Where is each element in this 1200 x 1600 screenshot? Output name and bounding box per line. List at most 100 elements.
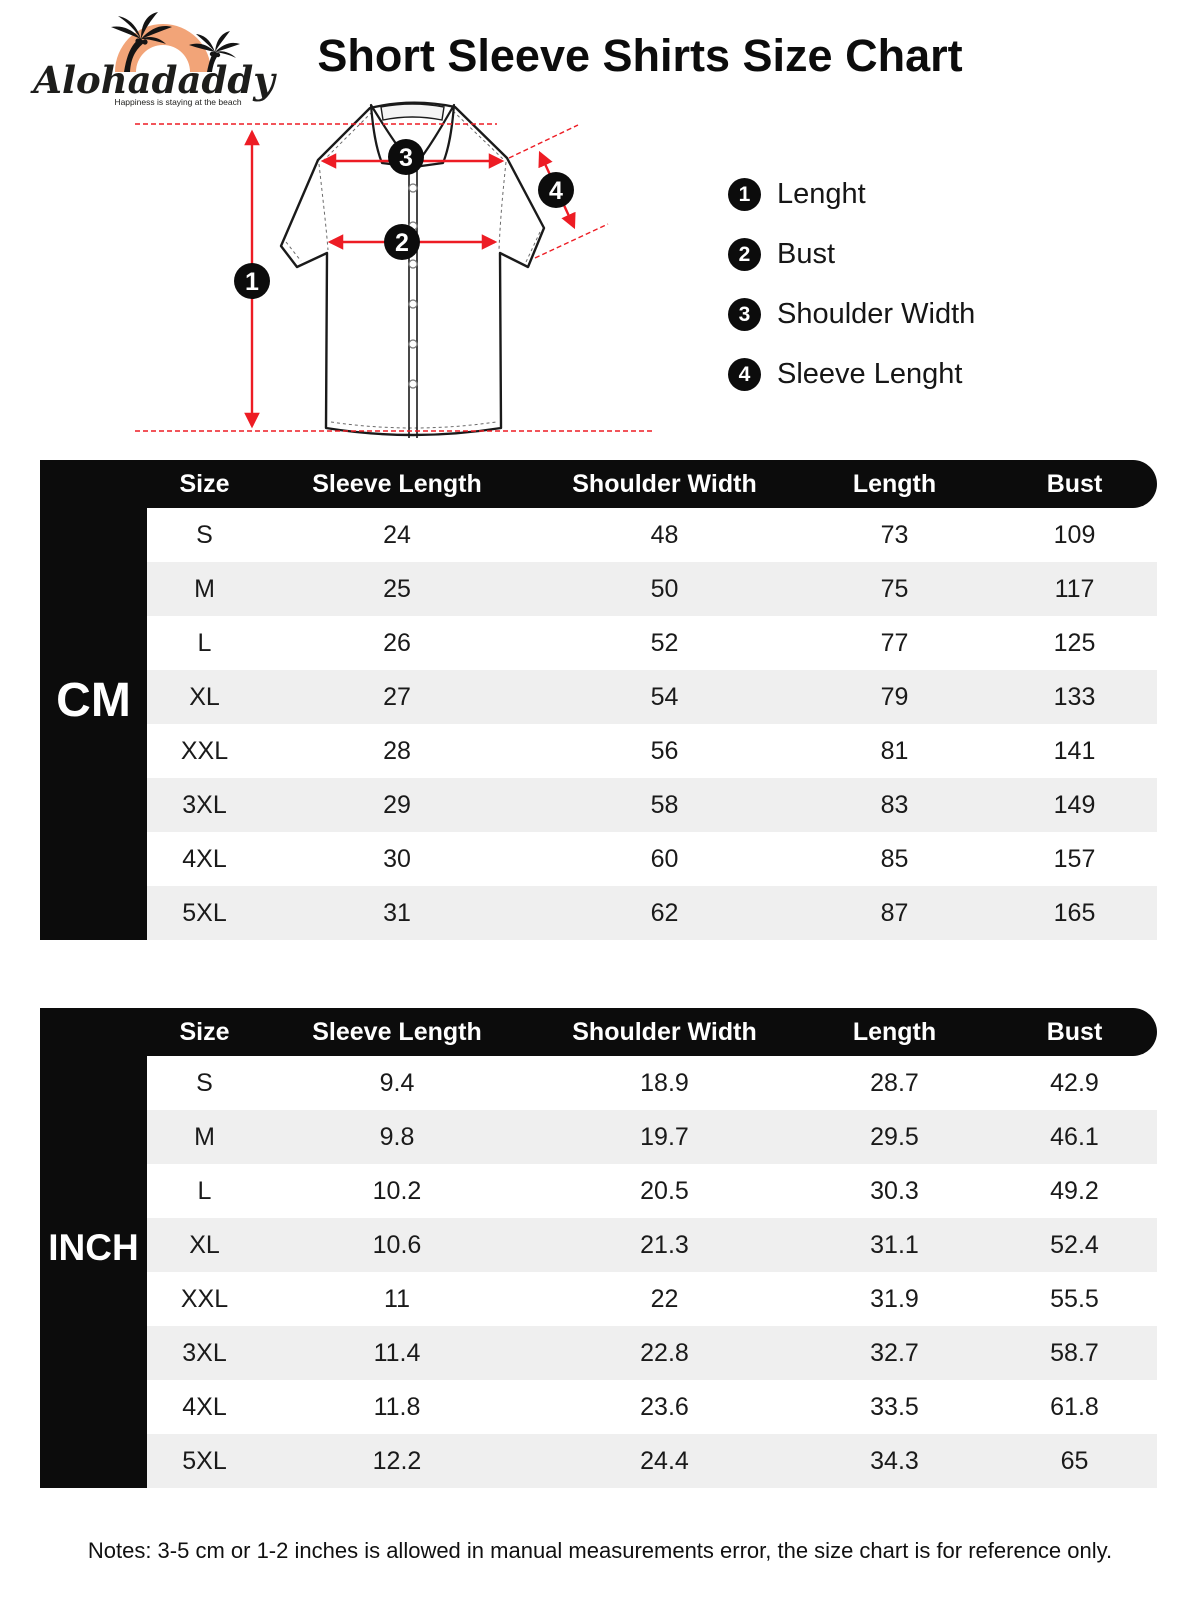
table-row: XL 10.6 21.3 31.1 52.4	[147, 1218, 1157, 1272]
legend-item-bust: 2 Bust	[728, 238, 975, 271]
legend-item-shoulder-width: 3 Shoulder Width	[728, 298, 975, 331]
table-row: 3XL 29 58 83 149	[147, 778, 1157, 832]
table-row: M 25 50 75 117	[147, 562, 1157, 616]
legend-label: Sleeve Lenght	[777, 358, 963, 390]
table-row: XL 27 54 79 133	[147, 670, 1157, 724]
table-row: 3XL 11.4 22.8 32.7 58.7	[147, 1326, 1157, 1380]
cell-length: 31.9	[870, 1284, 919, 1313]
cell-length: 87	[880, 898, 909, 927]
cell-length: 81	[880, 736, 909, 765]
cell-shoulder: 22	[650, 1284, 679, 1313]
cell-bust: 52.4	[1050, 1230, 1099, 1259]
cell-size: XXL	[180, 1284, 229, 1313]
table-row: 4XL 11.8 23.6 33.5 61.8	[147, 1380, 1157, 1434]
cell-shoulder: 18.9	[640, 1068, 689, 1097]
cell-bust: 157	[1053, 844, 1096, 873]
cell-bust: 46.1	[1050, 1122, 1099, 1151]
table-row: 5XL 31 62 87 165	[147, 886, 1157, 940]
cell-sleeve: 26	[383, 628, 411, 657]
table-row: XXL 28 56 81 141	[147, 724, 1157, 778]
cell-length: 31.1	[870, 1230, 919, 1259]
badge-shoulder: 3	[399, 144, 413, 172]
cell-length: 77	[880, 628, 909, 657]
unit-label-inch: INCH	[40, 1008, 147, 1488]
cell-size: 3XL	[182, 1338, 227, 1367]
cell-shoulder: 21.3	[640, 1230, 689, 1259]
page-title: Short Sleeve Shirts Size Chart	[317, 30, 963, 81]
cell-size: XXL	[180, 736, 229, 765]
table-row: L 26 52 77 125	[147, 616, 1157, 670]
cell-sleeve: 24	[383, 520, 411, 549]
table-body: S 24 48 73 109 M 25 50 75 117 L 26 52 77 125 XL 27 54 7…	[147, 508, 1157, 940]
badge-length: 1	[245, 268, 259, 296]
measurement-badges: 1 2 3 4	[234, 139, 574, 299]
brand-name: Alohadaddy	[30, 58, 277, 102]
legend-label: Bust	[777, 238, 836, 270]
cell-sleeve: 10.2	[372, 1176, 422, 1205]
cell-sleeve: 9.8	[379, 1122, 415, 1151]
cell-bust: 58.7	[1050, 1338, 1099, 1367]
col-sleeve-length: Sleeve Length	[312, 469, 482, 498]
brand-logo: Alohadaddy Happiness is staying at the b…	[30, 12, 277, 107]
cell-bust: 149	[1053, 790, 1096, 819]
table-row: M 9.8 19.7 29.5 46.1	[147, 1110, 1157, 1164]
cell-shoulder: 20.5	[640, 1176, 689, 1205]
cell-length: 75	[880, 574, 909, 603]
badge-sleeve: 4	[549, 177, 563, 205]
cell-shoulder: 19.7	[640, 1122, 689, 1151]
cell-size: M	[194, 1122, 215, 1151]
cell-sleeve: 9.4	[379, 1068, 415, 1097]
cell-length: 83	[880, 790, 909, 819]
inch-size-table: INCH Size Sleeve Length Shoulder Width L…	[40, 1008, 1157, 1488]
cell-size: XL	[189, 1230, 220, 1259]
circled-4-icon: 4	[728, 358, 761, 391]
cell-bust: 165	[1053, 898, 1096, 927]
table-row: XXL 11 22 31.9 55.5	[147, 1272, 1157, 1326]
col-bust: Bust	[1046, 469, 1103, 498]
cell-length: 79	[880, 682, 909, 711]
cell-sleeve: 12.2	[372, 1446, 422, 1475]
cell-length: 28.7	[870, 1068, 919, 1097]
table-body: S 9.4 18.9 28.7 42.9 M 9.8 19.7 29.5 46.1 L 10.2 2…	[147, 1056, 1157, 1488]
col-length: Length	[852, 469, 937, 498]
palm-tree-small-icon	[189, 31, 240, 72]
cell-sleeve: 28	[383, 736, 411, 765]
cell-shoulder: 56	[650, 736, 679, 765]
col-length: Length	[852, 1017, 937, 1046]
shirt-measurement-diagram: 1 2 3 4	[135, 101, 652, 438]
cell-length: 73	[880, 520, 909, 549]
cell-size: S	[196, 520, 213, 549]
legend: 1 Lenght 2 Bust 3 Shoulder Width 4 Sleev…	[728, 178, 975, 391]
cell-length: 32.7	[870, 1338, 919, 1367]
cell-size: M	[194, 574, 215, 603]
cell-shoulder: 62	[650, 898, 679, 927]
cell-size: 5XL	[182, 898, 227, 927]
cell-sleeve: 11.8	[373, 1392, 421, 1421]
shirt-outline	[279, 101, 546, 438]
cell-length: 29.5	[870, 1122, 919, 1151]
shirt-buttons	[408, 183, 418, 389]
cell-bust: 42.9	[1050, 1068, 1099, 1097]
cell-bust: 61.8	[1050, 1392, 1099, 1421]
cell-size: L	[197, 628, 212, 657]
legend-item-sleeve-length: 4 Sleeve Lenght	[728, 358, 975, 391]
cell-size: 4XL	[182, 844, 227, 873]
table-row: S 24 48 73 109	[147, 508, 1157, 562]
cell-shoulder: 24.4	[640, 1446, 689, 1475]
cell-length: 85	[880, 844, 909, 873]
cell-length: 33.5	[870, 1392, 919, 1421]
col-size: Size	[179, 1017, 230, 1046]
cell-shoulder: 58	[650, 790, 679, 819]
cell-sleeve: 30	[383, 844, 411, 873]
brand-tagline: Happiness is staying at the beach	[114, 97, 241, 107]
cell-size: XL	[189, 682, 220, 711]
cell-sleeve: 11.4	[373, 1338, 421, 1367]
cell-shoulder: 54	[650, 682, 679, 711]
cell-shoulder: 52	[650, 628, 679, 657]
cell-bust: 109	[1053, 520, 1096, 549]
cell-sleeve: 11	[384, 1284, 410, 1313]
cell-shoulder: 48	[650, 520, 679, 549]
cell-bust: 133	[1053, 682, 1096, 711]
cell-size: L	[197, 1176, 212, 1205]
